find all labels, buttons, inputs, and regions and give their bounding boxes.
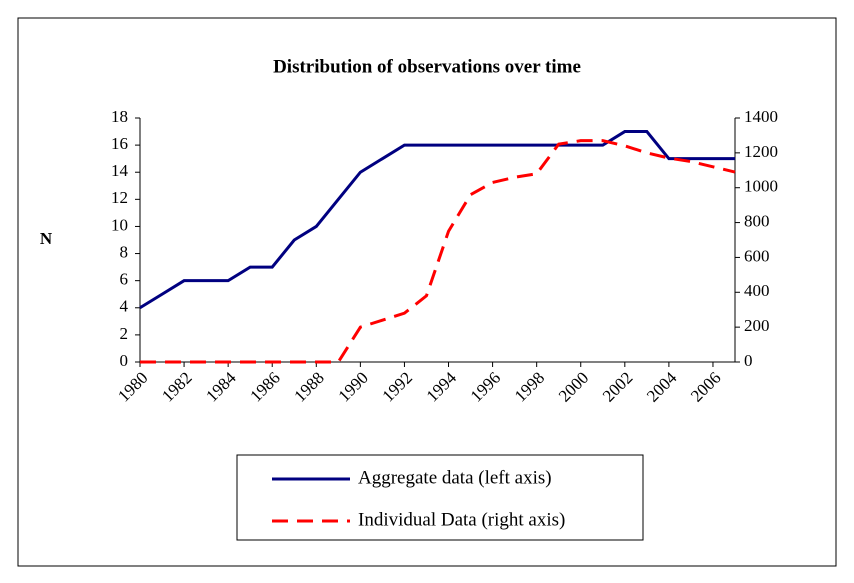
- legend-label: Aggregate data (left axis): [358, 467, 552, 488]
- x-tick-label: 1984: [202, 368, 240, 406]
- x-tick-label: 2002: [599, 368, 636, 405]
- y-tick-label: 8: [120, 242, 129, 261]
- y-axis-label: N: [40, 229, 53, 248]
- legend: [236, 454, 644, 541]
- y-tick-label: 0: [120, 351, 129, 370]
- x-tick-label: 1990: [334, 368, 371, 405]
- x-tick-label: 2006: [687, 368, 724, 405]
- x-tick-label: 2000: [555, 368, 592, 405]
- y2-tick-label: 1400: [744, 107, 778, 126]
- x-tick-label: 1982: [158, 368, 195, 405]
- y2-tick-label: 200: [744, 316, 770, 335]
- x-tick-label: 1986: [246, 368, 283, 405]
- chart-title: Distribution of observations over time: [273, 56, 581, 77]
- y-tick-label: 14: [111, 161, 129, 180]
- y-tick-label: 6: [120, 270, 129, 289]
- y-tick-label: 2: [120, 324, 129, 343]
- y2-tick-label: 400: [744, 281, 770, 300]
- y-tick-label: 10: [111, 215, 128, 234]
- y-tick-label: 16: [111, 134, 128, 153]
- x-tick-label: 1996: [467, 368, 504, 405]
- y-tick-label: 4: [120, 297, 129, 316]
- x-tick-label: 1992: [379, 368, 416, 405]
- legend-label: Individual Data (right axis): [358, 509, 565, 530]
- chart-border: [17, 17, 837, 567]
- y-tick-label: 18: [111, 107, 128, 126]
- y2-tick-label: 0: [744, 351, 753, 370]
- y2-tick-label: 1000: [744, 177, 778, 196]
- x-tick-label: 1998: [511, 368, 548, 405]
- x-tick-label: 1994: [423, 368, 461, 406]
- y-tick-label: 12: [111, 188, 128, 207]
- x-tick-label: 2004: [643, 368, 681, 406]
- series-line: [140, 139, 736, 364]
- x-tick-label: 1980: [114, 368, 151, 405]
- x-tick-label: 1988: [290, 368, 327, 405]
- series-line: [139, 130, 735, 310]
- y2-tick-label: 1200: [744, 142, 778, 161]
- y2-tick-label: 600: [744, 246, 770, 265]
- y2-tick-label: 800: [744, 211, 770, 230]
